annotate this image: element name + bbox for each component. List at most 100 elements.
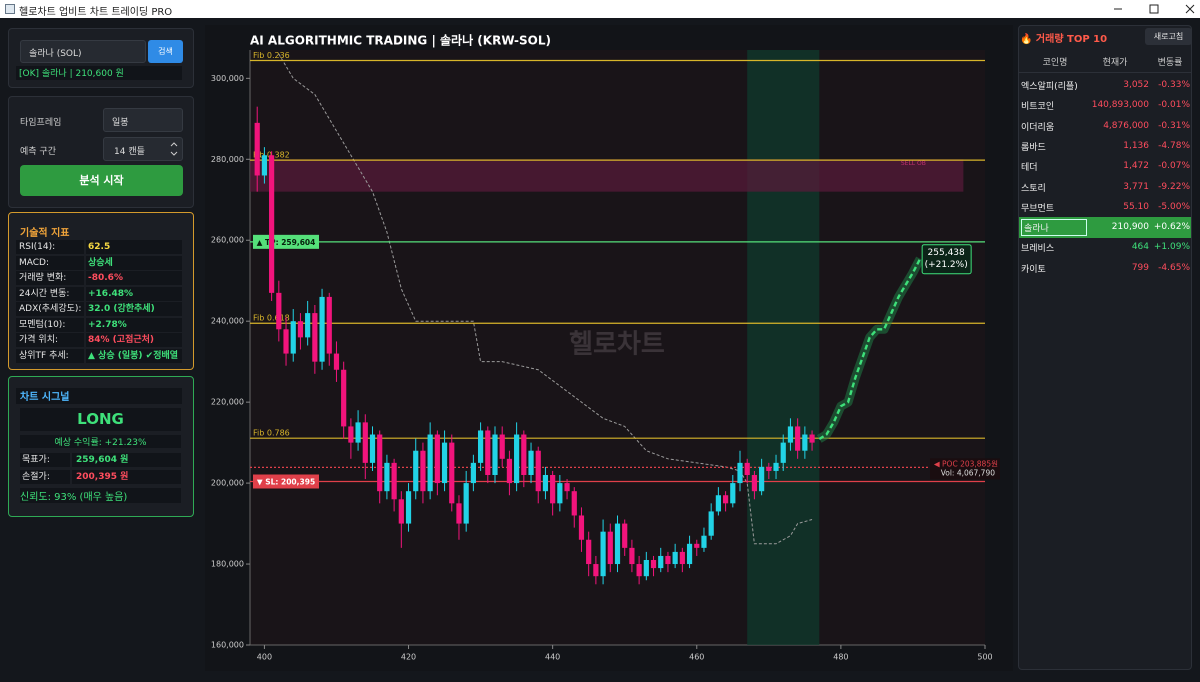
poc-sublabel: Vol: 4,067,790 [941, 468, 996, 477]
candle-body [730, 483, 736, 504]
candle-body [600, 531, 606, 577]
coin-price: 799 [1131, 262, 1149, 273]
candle-body [355, 422, 361, 443]
candle-body [420, 450, 426, 492]
candle-body [766, 466, 772, 471]
coin-price: 3,771 [1123, 181, 1149, 192]
candle-body [384, 462, 390, 492]
coin-price: 55.10 [1123, 201, 1149, 212]
candle-body [722, 495, 729, 504]
indicator-value: +2.78% [86, 317, 182, 332]
expected-return: 예상 수익률: +21.23% [20, 435, 181, 448]
candle-body [427, 434, 433, 492]
candle-body [319, 296, 325, 362]
indicator-value: 62.5 [86, 240, 182, 254]
candle-body [261, 155, 268, 176]
candle-body [679, 551, 685, 565]
forecast-zone [747, 50, 820, 645]
confidence: 신뢰도: 93% (매우 높음) [20, 488, 181, 503]
x-tick-label: 500 [977, 653, 992, 662]
x-tick-label: 420 [401, 653, 416, 662]
y-tick-label: 220,000 [211, 398, 244, 407]
candle-body [492, 434, 498, 475]
coin-change: -4.65% [1158, 262, 1190, 273]
timeframe-select[interactable]: 일봉 [103, 108, 183, 132]
indicator-label: MACD: [16, 255, 84, 270]
y-tick-label: 240,000 [211, 317, 244, 326]
candle-body [377, 434, 383, 492]
candle-body [391, 462, 397, 500]
indicator-value: 상승세 [86, 255, 182, 270]
candle-body [470, 462, 476, 484]
candle-body [658, 555, 664, 569]
candle-body [571, 491, 577, 516]
indicator-label: 가격 위치: [16, 333, 84, 347]
run-button[interactable]: 분석 시작 [20, 165, 183, 196]
signal-title: 차트 시그널 [16, 388, 182, 404]
poc-label: ◀ POC 203,885원 [934, 459, 998, 468]
y-tick-label: 280,000 [211, 155, 244, 164]
selected-row [1019, 217, 1191, 239]
candle-body [276, 292, 282, 330]
candle-body [809, 434, 815, 443]
candle-body [499, 434, 505, 459]
candle-body [477, 430, 484, 463]
candle-body [326, 296, 332, 354]
candle-body [514, 434, 520, 484]
timeframe-label: 타임프레임 [20, 118, 62, 128]
candle-body [312, 313, 318, 362]
candle-body [708, 511, 714, 536]
coin-price: 3,052 [1123, 80, 1149, 90]
table-header: 변동률 [1157, 58, 1183, 68]
coin-change: -0.33% [1158, 80, 1190, 90]
indicator-value: ▲ 상승 (일봉) ✔정배열 [86, 348, 182, 363]
candle-body [521, 434, 527, 475]
candle-body [362, 422, 368, 463]
coin-price: 140,893,000 [1091, 100, 1149, 111]
coin-change: -5.00% [1158, 201, 1190, 212]
candle-body [701, 535, 707, 548]
indicator-value: 84% (고점근처) [86, 333, 182, 347]
app-icon [5, 4, 15, 14]
refresh-button[interactable]: 새로고침 [1145, 28, 1192, 45]
search-button[interactable]: 검색 [148, 40, 183, 63]
coin-name: 롬바드 [1021, 142, 1046, 153]
coin-name: 브레비스 [1021, 244, 1055, 255]
candle-body [456, 503, 462, 524]
window-title: 헬로차트 업비트 차트 트레이딩 PRO [19, 7, 173, 18]
candle-body [586, 539, 592, 565]
search-input[interactable]: 솔라나 (SOL) [20, 40, 146, 63]
coin-name: 테더 [1021, 163, 1038, 174]
coin-price: 464 [1131, 242, 1149, 253]
x-tick-label: 480 [833, 653, 848, 662]
coin-name: 무브먼트 [1021, 203, 1055, 214]
candle-body [622, 523, 628, 548]
spin-arrows[interactable] [169, 140, 179, 158]
y-tick-label: 180,000 [211, 560, 244, 569]
coin-name: 엑스알피(리플) [1021, 82, 1078, 92]
candle-body [578, 515, 585, 540]
candle-body [269, 155, 275, 293]
candle-body [643, 560, 649, 577]
indicator-label: 상위TF 추세: [16, 348, 84, 363]
horizon-spinbox[interactable]: 14 캔들 [103, 137, 183, 161]
coin-change: -0.07% [1158, 161, 1190, 172]
candle-body [283, 329, 289, 354]
candle-body [463, 483, 469, 524]
candle-body [528, 450, 534, 475]
candle-body [413, 450, 419, 492]
candle-body [564, 483, 570, 492]
candle-body [434, 434, 440, 484]
coin-change: -0.01% [1158, 100, 1190, 111]
indicator-label: RSI(14): [16, 240, 84, 254]
signal-value: LONG [20, 408, 181, 431]
candle-body [305, 313, 311, 338]
candle-body [773, 462, 779, 471]
candle-body [557, 483, 563, 504]
signal-value: 259,604 원 [72, 453, 181, 467]
candle-body [636, 564, 642, 577]
coin-name: 솔라나 [1021, 219, 1087, 237]
window-controls[interactable] [1100, 0, 1200, 18]
level-label: Fib 0.236 [253, 51, 290, 60]
candle-body [254, 122, 260, 176]
